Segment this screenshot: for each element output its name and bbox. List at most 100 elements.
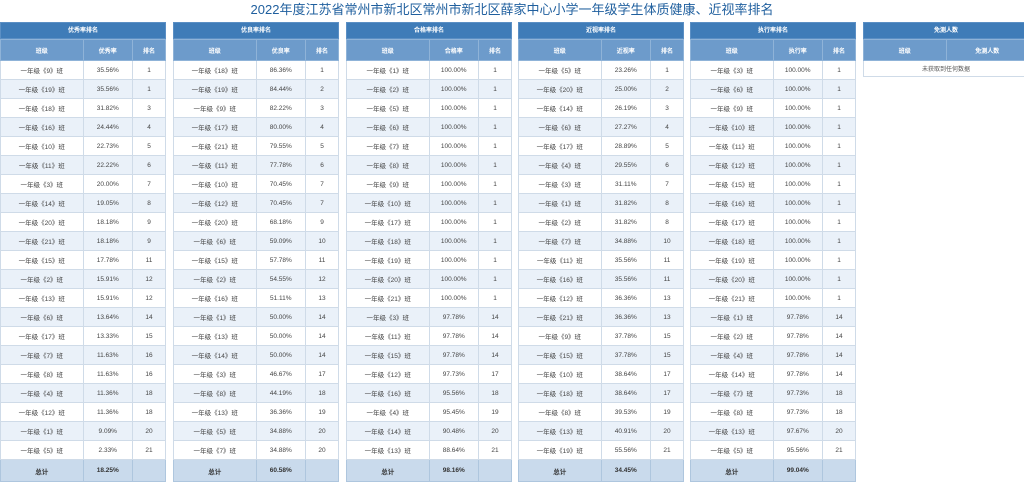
exempt-header-class[interactable]: 班级 bbox=[864, 40, 947, 61]
cell-rank: 18 bbox=[133, 384, 166, 403]
cell-class: 一年级《13》班 bbox=[174, 327, 257, 346]
cell-rank: 17 bbox=[651, 365, 684, 384]
cell-class: 一年级《20》班 bbox=[691, 270, 774, 289]
cell-rank: 9 bbox=[306, 213, 339, 232]
cell-class: 一年级《14》班 bbox=[1, 194, 84, 213]
cell-rank: 15 bbox=[651, 327, 684, 346]
cell-class: 一年级《6》班 bbox=[174, 232, 257, 251]
cell-rank: 20 bbox=[823, 422, 856, 441]
cell-rate: 97.67% bbox=[773, 422, 823, 441]
cell-class: 一年级《21》班 bbox=[691, 289, 774, 308]
header-rate[interactable]: 合格率 bbox=[429, 40, 479, 61]
cell-rate: 57.78% bbox=[256, 251, 306, 270]
cell-rank: 5 bbox=[651, 137, 684, 156]
panel-title: 优秀率排名 bbox=[0, 22, 166, 39]
cell-class: 一年级《15》班 bbox=[1, 251, 84, 270]
cell-rank: 14 bbox=[133, 308, 166, 327]
cell-rate: 100.00% bbox=[429, 232, 479, 251]
cell-rank: 6 bbox=[651, 156, 684, 175]
cell-rate: 9.09% bbox=[83, 422, 133, 441]
header-rank[interactable]: 排名 bbox=[306, 40, 339, 61]
cell-class: 一年级《14》班 bbox=[174, 346, 257, 365]
cell-rate: 97.73% bbox=[773, 403, 823, 422]
panel-title: 近视率排名 bbox=[518, 22, 684, 39]
cell-class: 一年级《4》班 bbox=[691, 346, 774, 365]
cell-rank: 1 bbox=[306, 61, 339, 80]
cell-rate: 15.91% bbox=[83, 289, 133, 308]
cell-rate: 2.33% bbox=[83, 441, 133, 460]
cell-rank: 11 bbox=[306, 251, 339, 270]
cell-class: 一年级《11》班 bbox=[347, 327, 430, 346]
total-rate: 18.25% bbox=[83, 460, 133, 482]
header-rate[interactable]: 优良率 bbox=[256, 40, 306, 61]
total-rank bbox=[306, 460, 339, 482]
cell-rate: 100.00% bbox=[429, 194, 479, 213]
cell-rank: 12 bbox=[133, 289, 166, 308]
cell-rate: 31.82% bbox=[83, 99, 133, 118]
header-rate[interactable]: 优秀率 bbox=[83, 40, 133, 61]
cell-rate: 97.78% bbox=[773, 308, 823, 327]
cell-rank: 16 bbox=[133, 346, 166, 365]
cell-class: 一年级《2》班 bbox=[1, 270, 84, 289]
cell-rate: 44.19% bbox=[256, 384, 306, 403]
header-rate[interactable]: 执行率 bbox=[773, 40, 823, 61]
cell-rate: 79.55% bbox=[256, 137, 306, 156]
exempt-header-count[interactable]: 免测人数 bbox=[946, 40, 1024, 61]
cell-class: 一年级《9》班 bbox=[519, 327, 602, 346]
cell-class: 一年级《1》班 bbox=[691, 308, 774, 327]
header-class[interactable]: 班级 bbox=[347, 40, 430, 61]
header-class[interactable]: 班级 bbox=[174, 40, 257, 61]
cell-rank: 18 bbox=[306, 384, 339, 403]
cell-rate: 100.00% bbox=[429, 137, 479, 156]
header-rank[interactable]: 排名 bbox=[823, 40, 856, 61]
header-rank[interactable]: 排名 bbox=[133, 40, 166, 61]
cell-rank: 1 bbox=[479, 80, 512, 99]
cell-class: 一年级《21》班 bbox=[519, 308, 602, 327]
cell-rate: 100.00% bbox=[773, 99, 823, 118]
cell-rank: 1 bbox=[823, 118, 856, 137]
cell-rank: 1 bbox=[479, 232, 512, 251]
header-rank[interactable]: 排名 bbox=[651, 40, 684, 61]
cell-class: 一年级《13》班 bbox=[1, 289, 84, 308]
header-rate[interactable]: 近视率 bbox=[601, 40, 651, 61]
header-class[interactable]: 班级 bbox=[1, 40, 84, 61]
cell-rank: 12 bbox=[306, 270, 339, 289]
cell-class: 一年级《8》班 bbox=[1, 365, 84, 384]
cell-class: 一年级《3》班 bbox=[691, 61, 774, 80]
cell-rank: 18 bbox=[479, 384, 512, 403]
cell-class: 一年级《20》班 bbox=[519, 80, 602, 99]
cell-rate: 20.00% bbox=[83, 175, 133, 194]
header-rank[interactable]: 排名 bbox=[479, 40, 512, 61]
cell-class: 一年级《17》班 bbox=[1, 327, 84, 346]
cell-rate: 100.00% bbox=[773, 194, 823, 213]
header-class[interactable]: 班级 bbox=[691, 40, 774, 61]
cell-class: 一年级《4》班 bbox=[519, 156, 602, 175]
cell-rank: 14 bbox=[479, 346, 512, 365]
cell-rate: 100.00% bbox=[773, 289, 823, 308]
cell-rate: 88.64% bbox=[429, 441, 479, 460]
cell-class: 一年级《20》班 bbox=[174, 213, 257, 232]
cell-class: 一年级《19》班 bbox=[347, 251, 430, 270]
cell-class: 一年级《18》班 bbox=[1, 99, 84, 118]
header-class[interactable]: 班级 bbox=[519, 40, 602, 61]
